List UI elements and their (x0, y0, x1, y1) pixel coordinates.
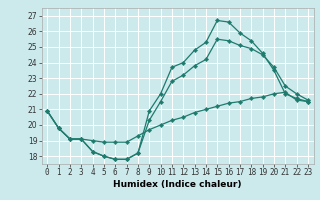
X-axis label: Humidex (Indice chaleur): Humidex (Indice chaleur) (113, 180, 242, 189)
